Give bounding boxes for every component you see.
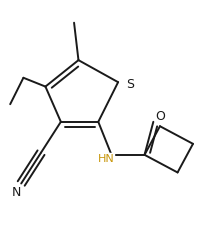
Bar [155,110,165,121]
Bar [98,153,114,164]
Text: O: O [155,109,165,122]
Text: HN: HN [98,153,114,163]
Bar [12,186,22,197]
Text: S: S [126,77,134,90]
Bar [125,78,135,89]
Text: N: N [12,185,21,198]
